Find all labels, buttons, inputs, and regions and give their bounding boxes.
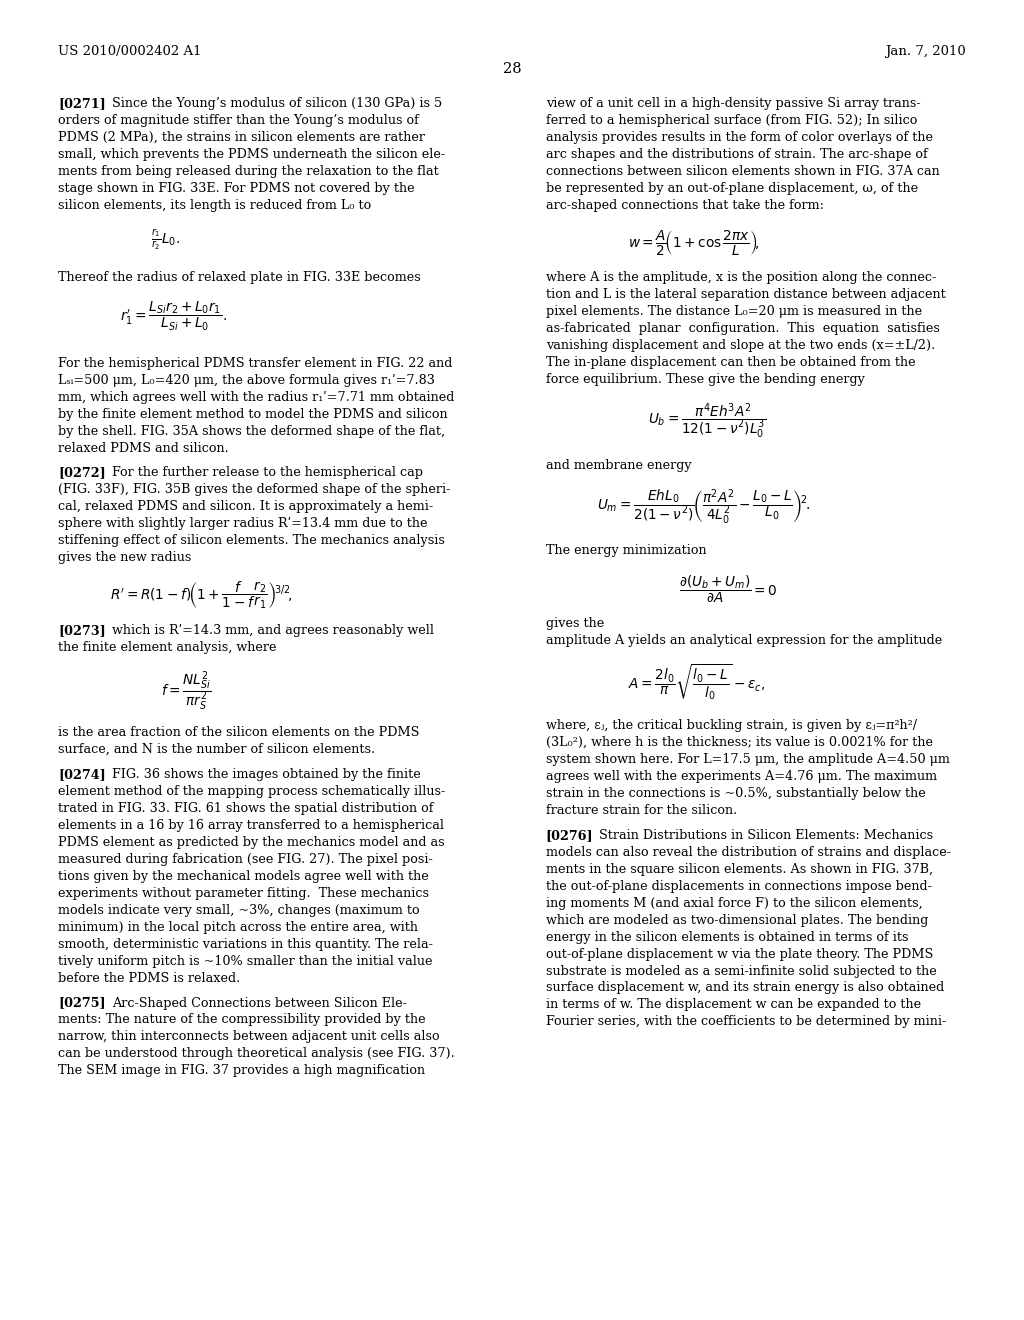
Text: 28: 28: [503, 62, 521, 77]
Text: Since the Young’s modulus of silicon (130 GPa) is 5: Since the Young’s modulus of silicon (13…: [112, 98, 442, 110]
Text: sphere with slightly larger radius Rʹ=13.4 mm due to the: sphere with slightly larger radius Rʹ=13…: [58, 517, 428, 531]
Text: relaxed PDMS and silicon.: relaxed PDMS and silicon.: [58, 442, 229, 454]
Text: as-fabricated  planar  configuration.  This  equation  satisfies: as-fabricated planar configuration. This…: [546, 322, 940, 335]
Text: $A = \dfrac{2l_0}{\pi}\sqrt{\dfrac{l_0 - L}{l_0}} - \varepsilon_c,$: $A = \dfrac{2l_0}{\pi}\sqrt{\dfrac{l_0 -…: [628, 663, 765, 702]
Text: For the hemispherical PDMS transfer element in FIG. 22 and: For the hemispherical PDMS transfer elem…: [58, 356, 453, 370]
Text: the out-of-plane displacements in connections impose bend-: the out-of-plane displacements in connec…: [546, 879, 932, 892]
Text: system shown here. For L=17.5 μm, the amplitude A=4.50 μm: system shown here. For L=17.5 μm, the am…: [546, 754, 949, 766]
Text: can be understood through theoretical analysis (see FIG. 37).: can be understood through theoretical an…: [58, 1048, 455, 1060]
Text: $U_b = \dfrac{\pi^4 Eh^3 A^2}{12(1-\nu^2)L_0^3}$: $U_b = \dfrac{\pi^4 Eh^3 A^2}{12(1-\nu^2…: [648, 401, 766, 441]
Text: ments: The nature of the compressibility provided by the: ments: The nature of the compressibility…: [58, 1014, 426, 1027]
Text: minimum) in the local pitch across the entire area, with: minimum) in the local pitch across the e…: [58, 921, 419, 933]
Text: stiffening effect of silicon elements. The mechanics analysis: stiffening effect of silicon elements. T…: [58, 535, 445, 548]
Text: force equilibrium. These give the bending energy: force equilibrium. These give the bendin…: [546, 374, 864, 385]
Text: out-of-plane displacement w via the plate theory. The PDMS: out-of-plane displacement w via the plat…: [546, 948, 933, 961]
Text: The in-plane displacement can then be obtained from the: The in-plane displacement can then be ob…: [546, 356, 915, 370]
Text: view of a unit cell in a high-density passive Si array trans-: view of a unit cell in a high-density pa…: [546, 98, 921, 110]
Text: substrate is modeled as a semi-infinite solid subjected to the: substrate is modeled as a semi-infinite …: [546, 965, 937, 978]
Text: vanishing displacement and slope at the two ends (x=±L/2).: vanishing displacement and slope at the …: [546, 339, 935, 352]
Text: Lₛᵢ=500 μm, L₀=420 μm, the above formula gives r₁ʹ=7.83: Lₛᵢ=500 μm, L₀=420 μm, the above formula…: [58, 374, 435, 387]
Text: orders of magnitude stiffer than the Young’s modulus of: orders of magnitude stiffer than the You…: [58, 114, 419, 127]
Text: $w = \dfrac{A}{2}\!\left(1 + \cos\dfrac{2\pi x}{L}\right)\!,$: $w = \dfrac{A}{2}\!\left(1 + \cos\dfrac{…: [628, 227, 760, 256]
Text: Strain Distributions in Silicon Elements: Mechanics: Strain Distributions in Silicon Elements…: [599, 829, 933, 842]
Text: experiments without parameter fitting.  These mechanics: experiments without parameter fitting. T…: [58, 887, 429, 900]
Text: Thereof the radius of relaxed plate in FIG. 33E becomes: Thereof the radius of relaxed plate in F…: [58, 271, 421, 284]
Text: ing moments M (and axial force F) to the silicon elements,: ing moments M (and axial force F) to the…: [546, 896, 923, 909]
Text: silicon elements, its length is reduced from L₀ to: silicon elements, its length is reduced …: [58, 199, 372, 211]
Text: trated in FIG. 33. FIG. 61 shows the spatial distribution of: trated in FIG. 33. FIG. 61 shows the spa…: [58, 803, 434, 814]
Text: [0271]: [0271]: [58, 98, 106, 110]
Text: Fourier series, with the coefficients to be determined by mini-: Fourier series, with the coefficients to…: [546, 1015, 946, 1028]
Text: by the finite element method to model the PDMS and silicon: by the finite element method to model th…: [58, 408, 447, 421]
Text: PDMS element as predicted by the mechanics model and as: PDMS element as predicted by the mechani…: [58, 836, 445, 849]
Text: gives the: gives the: [546, 616, 604, 630]
Text: ments from being released during the relaxation to the flat: ments from being released during the rel…: [58, 165, 439, 178]
Text: small, which prevents the PDMS underneath the silicon ele-: small, which prevents the PDMS underneat…: [58, 148, 445, 161]
Text: be represented by an out-of-plane displacement, ω, of the: be represented by an out-of-plane displa…: [546, 182, 918, 195]
Text: arc shapes and the distributions of strain. The arc-shape of: arc shapes and the distributions of stra…: [546, 148, 928, 161]
Text: models indicate very small, ~3%, changes (maximum to: models indicate very small, ~3%, changes…: [58, 904, 420, 917]
Text: narrow, thin interconnects between adjacent unit cells also: narrow, thin interconnects between adjac…: [58, 1031, 440, 1043]
Text: ments in the square silicon elements. As shown in FIG. 37B,: ments in the square silicon elements. As…: [546, 863, 933, 875]
Text: cal, relaxed PDMS and silicon. It is approximately a hemi-: cal, relaxed PDMS and silicon. It is app…: [58, 500, 433, 513]
Text: [0272]: [0272]: [58, 466, 106, 479]
Text: ferred to a hemispherical surface (from FIG. 52); In silico: ferred to a hemispherical surface (from …: [546, 114, 918, 127]
Text: $r_1^{\prime} = \dfrac{L_{Si}r_2 + L_0r_1}{L_{Si} + L_0}.$: $r_1^{\prime} = \dfrac{L_{Si}r_2 + L_0r_…: [120, 300, 226, 333]
Text: tions given by the mechanical models agree well with the: tions given by the mechanical models agr…: [58, 870, 429, 883]
Text: (3L₀²), where h is the thickness; its value is 0.0021% for the: (3L₀²), where h is the thickness; its va…: [546, 737, 933, 748]
Text: which is Rʹ=14.3 mm, and agrees reasonably well: which is Rʹ=14.3 mm, and agrees reasonab…: [112, 624, 433, 636]
Text: surface, and N is the number of silicon elements.: surface, and N is the number of silicon …: [58, 743, 376, 756]
Text: smooth, deterministic variations in this quantity. The rela-: smooth, deterministic variations in this…: [58, 937, 433, 950]
Text: Arc-Shaped Connections between Silicon Ele-: Arc-Shaped Connections between Silicon E…: [112, 997, 407, 1010]
Text: gives the new radius: gives the new radius: [58, 552, 191, 564]
Text: Jan. 7, 2010: Jan. 7, 2010: [885, 45, 966, 58]
Text: (FIG. 33F), FIG. 35B gives the deformed shape of the spheri-: (FIG. 33F), FIG. 35B gives the deformed …: [58, 483, 451, 496]
Text: tively uniform pitch is ~10% smaller than the initial value: tively uniform pitch is ~10% smaller tha…: [58, 954, 433, 968]
Text: $R^{\prime} = R(1-f)\!\left(1+\dfrac{f}{1-f}\dfrac{r_2}{r_1}\right)^{\!3/2}\!,$: $R^{\prime} = R(1-f)\!\left(1+\dfrac{f}{…: [110, 581, 293, 611]
Text: [0273]: [0273]: [58, 624, 106, 636]
Text: arc-shaped connections that take the form:: arc-shaped connections that take the for…: [546, 199, 823, 211]
Text: elements in a 16 by 16 array transferred to a hemispherical: elements in a 16 by 16 array transferred…: [58, 818, 444, 832]
Text: $U_m = \dfrac{EhL_0}{2(1-\nu^2)}\!\left(\dfrac{\pi^2 A^2}{4L_0^2} - \dfrac{L_0 -: $U_m = \dfrac{EhL_0}{2(1-\nu^2)}\!\left(…: [597, 487, 810, 527]
Text: element method of the mapping process schematically illus-: element method of the mapping process sc…: [58, 785, 445, 799]
Text: mm, which agrees well with the radius r₁ʹ=7.71 mm obtained: mm, which agrees well with the radius r₁…: [58, 391, 455, 404]
Text: is the area fraction of the silicon elements on the PDMS: is the area fraction of the silicon elem…: [58, 726, 420, 739]
Text: analysis provides results in the form of color overlays of the: analysis provides results in the form of…: [546, 131, 933, 144]
Text: $\frac{r_1}{r_2}L_0.$: $\frac{r_1}{r_2}L_0.$: [151, 227, 179, 252]
Text: $\dfrac{\partial(U_b + U_m)}{\partial A} = 0$: $\dfrac{\partial(U_b + U_m)}{\partial A}…: [679, 573, 777, 605]
Text: tion and L is the lateral separation distance between adjacent: tion and L is the lateral separation dis…: [546, 288, 945, 301]
Text: by the shell. FIG. 35A shows the deformed shape of the flat,: by the shell. FIG. 35A shows the deforme…: [58, 425, 445, 438]
Text: PDMS (2 MPa), the strains in silicon elements are rather: PDMS (2 MPa), the strains in silicon ele…: [58, 131, 425, 144]
Text: [0276]: [0276]: [546, 829, 594, 842]
Text: the finite element analysis, where: the finite element analysis, where: [58, 640, 276, 653]
Text: The energy minimization: The energy minimization: [546, 544, 707, 557]
Text: where A is the amplitude, x is the position along the connec-: where A is the amplitude, x is the posit…: [546, 271, 936, 284]
Text: and membrane energy: and membrane energy: [546, 458, 691, 471]
Text: strain in the connections is ~0.5%, substantially below the: strain in the connections is ~0.5%, subs…: [546, 787, 926, 800]
Text: [0275]: [0275]: [58, 997, 106, 1010]
Text: pixel elements. The distance L₀=20 μm is measured in the: pixel elements. The distance L₀=20 μm is…: [546, 305, 922, 318]
Text: US 2010/0002402 A1: US 2010/0002402 A1: [58, 45, 202, 58]
Text: fracture strain for the silicon.: fracture strain for the silicon.: [546, 804, 737, 817]
Text: amplitude A yields an analytical expression for the amplitude: amplitude A yields an analytical express…: [546, 634, 942, 647]
Text: where, εⱼ, the critical buckling strain, is given by εⱼ=π²h²/: where, εⱼ, the critical buckling strain,…: [546, 719, 916, 733]
Text: surface displacement w, and its strain energy is also obtained: surface displacement w, and its strain e…: [546, 982, 944, 994]
Text: For the further release to the hemispherical cap: For the further release to the hemispher…: [112, 466, 423, 479]
Text: energy in the silicon elements is obtained in terms of its: energy in the silicon elements is obtain…: [546, 931, 908, 944]
Text: measured during fabrication (see FIG. 27). The pixel posi-: measured during fabrication (see FIG. 27…: [58, 853, 433, 866]
Text: FIG. 36 shows the images obtained by the finite: FIG. 36 shows the images obtained by the…: [112, 768, 421, 781]
Text: in terms of w. The displacement w can be expanded to the: in terms of w. The displacement w can be…: [546, 998, 921, 1011]
Text: agrees well with the experiments A=4.76 μm. The maximum: agrees well with the experiments A=4.76 …: [546, 770, 937, 783]
Text: stage shown in FIG. 33E. For PDMS not covered by the: stage shown in FIG. 33E. For PDMS not co…: [58, 182, 415, 195]
Text: $f = \dfrac{NL_{Si}^2}{\pi r_S^2}$: $f = \dfrac{NL_{Si}^2}{\pi r_S^2}$: [161, 669, 211, 713]
Text: connections between silicon elements shown in FIG. 37A can: connections between silicon elements sho…: [546, 165, 940, 178]
Text: The SEM image in FIG. 37 provides a high magnification: The SEM image in FIG. 37 provides a high…: [58, 1064, 426, 1077]
Text: models can also reveal the distribution of strains and displace-: models can also reveal the distribution …: [546, 846, 951, 859]
Text: before the PDMS is relaxed.: before the PDMS is relaxed.: [58, 972, 241, 985]
Text: [0274]: [0274]: [58, 768, 106, 781]
Text: which are modeled as two-dimensional plates. The bending: which are modeled as two-dimensional pla…: [546, 913, 928, 927]
